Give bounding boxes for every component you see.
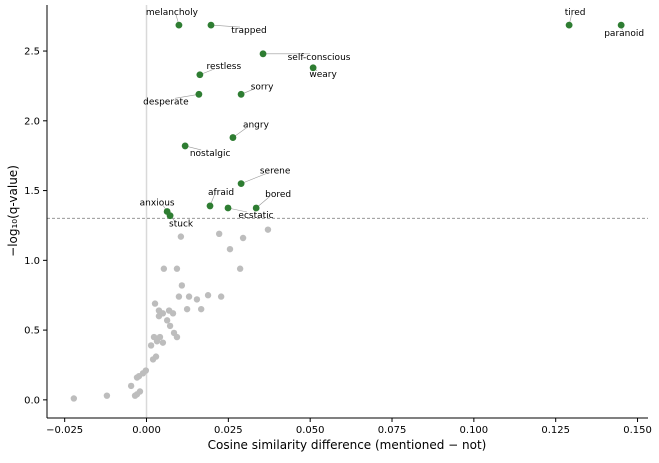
nonsignificant-points [70, 226, 272, 402]
nonsignificant-point [178, 282, 186, 289]
point-label: angry [243, 121, 270, 131]
point-label: desperate [143, 97, 189, 107]
point-label: melancholy [146, 8, 199, 18]
point-label: paranoid [604, 29, 644, 39]
nonsignificant-point [193, 296, 201, 303]
nonsignificant-point [236, 265, 244, 272]
x-tick-label: 0.075 [378, 425, 407, 436]
significant-point [252, 204, 260, 212]
nonsignificant-point [215, 230, 223, 238]
nonsignificant-point [159, 310, 167, 317]
nonsignificant-point [239, 234, 247, 242]
point-label: weary [309, 70, 337, 80]
nonsignificant-point [185, 293, 193, 300]
significant-point [237, 180, 245, 187]
nonsignificant-point [151, 300, 159, 307]
significant-point [166, 212, 174, 220]
leader-line [174, 94, 199, 99]
point-label: bored [265, 190, 291, 200]
significant-point [207, 21, 215, 29]
y-axis-label: −log₁₀(q-value) [6, 165, 20, 257]
significant-point [229, 134, 237, 141]
nonsignificant-point [177, 233, 185, 240]
x-tick-label: −0.025 [46, 425, 83, 436]
nonsignificant-point [204, 292, 212, 299]
point-label: stuck [169, 220, 194, 230]
point-label: serene [260, 167, 291, 177]
significant-point [224, 204, 232, 212]
nonsignificant-point [264, 226, 272, 233]
nonsignificant-point [217, 293, 225, 300]
nonsignificant-point [153, 338, 161, 345]
x-tick-label: 0.125 [541, 425, 570, 436]
point-label: self-conscious [288, 53, 351, 63]
significant-point [195, 90, 203, 98]
nonsignificant-point [149, 356, 157, 363]
nonsignificant-point [169, 310, 177, 317]
point-label: anxious [140, 199, 175, 209]
y-tick-label: 1.5 [24, 186, 40, 197]
significant-point [309, 64, 317, 72]
significant-point [181, 142, 189, 150]
y-tick-label: 2.5 [24, 47, 40, 58]
nonsignificant-point [163, 317, 171, 324]
significant-point [565, 21, 573, 29]
significant-point [175, 21, 183, 29]
nonsignificant-point [147, 342, 155, 349]
significant-point [617, 21, 625, 29]
nonsignificant-point [175, 293, 183, 300]
x-axis-label: Cosine similarity difference (mentioned … [208, 438, 487, 452]
x-tick-label: 0.050 [296, 425, 325, 436]
significant-points: melancholy trapped tired paranoid self-consc… [140, 8, 644, 230]
point-label: afraid [208, 188, 234, 198]
nonsignificant-point [226, 245, 234, 253]
point-label: nostalgic [190, 149, 231, 159]
nonsignificant-point [70, 395, 78, 402]
nonsignificant-point [127, 382, 135, 390]
reference-lines [47, 5, 648, 418]
significant-point [259, 50, 267, 58]
x-tick-label: 0.100 [460, 425, 489, 436]
nonsignificant-point [173, 265, 181, 272]
nonsignificant-point [160, 265, 168, 272]
nonsignificant-point [183, 305, 191, 313]
nonsignificant-point [131, 392, 139, 399]
y-tick-label: 1.0 [24, 256, 40, 267]
significant-point [196, 71, 204, 79]
leader-line [241, 173, 267, 184]
nonsignificant-point [166, 322, 174, 330]
nonsignificant-point [197, 305, 205, 313]
y-tick-label: 0.0 [24, 395, 40, 406]
x-tick-label: 0.025 [214, 425, 243, 436]
point-label: tired [565, 8, 586, 18]
leader-line [210, 24, 241, 28]
point-label: ecstatic [238, 211, 273, 221]
point-label: sorry [251, 82, 274, 92]
nonsignificant-point [103, 392, 111, 399]
nonsignificant-point [173, 333, 181, 341]
y-tick-label: 2.0 [24, 116, 40, 127]
significant-point [206, 202, 214, 210]
point-label: trapped [231, 26, 266, 36]
significant-point [237, 90, 245, 98]
point-label: restless [207, 62, 242, 72]
x-tick-label: 0.150 [623, 425, 652, 436]
x-tick-label: 0.000 [132, 425, 161, 436]
nonsignificant-point [133, 374, 141, 381]
axes: −0.025 0.000 0.025 0.050 0.075 0.100 0.125 0.15… [24, 5, 652, 436]
nonsignificant-point [159, 339, 167, 346]
y-tick-label: 0.5 [24, 326, 40, 337]
